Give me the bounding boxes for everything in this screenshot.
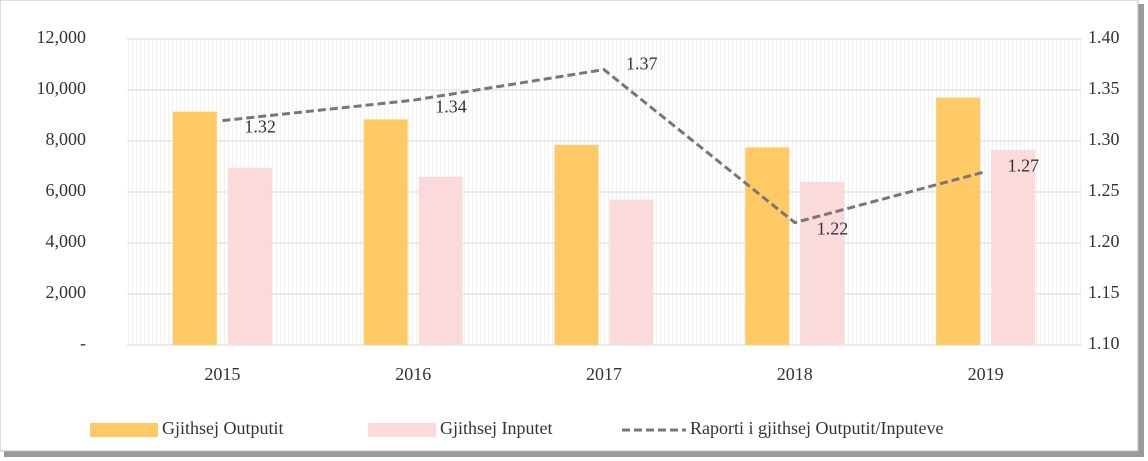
x-tick-label: 2017: [586, 364, 622, 384]
legend-label: Raporti i gjithsej Outputit/Inputeve: [690, 418, 943, 438]
x-tick-label: 2018: [777, 364, 813, 384]
y-tick-label: 2,000: [46, 282, 87, 302]
bar: [800, 181, 845, 345]
y2-tick-label: 1.40: [1088, 27, 1120, 47]
y2-tick-label: 1.35: [1088, 78, 1120, 98]
y-tick-label: 6,000: [46, 180, 87, 200]
bar: [554, 144, 599, 345]
legend-label: Gjithsej Outputit: [162, 418, 284, 438]
bar: [745, 147, 790, 345]
bar: [991, 149, 1036, 345]
y-tick-label: -: [80, 333, 86, 353]
data-label: 1.37: [626, 54, 658, 74]
x-tick-label: 2019: [968, 364, 1004, 384]
legend-swatch: [368, 423, 436, 437]
y-tick-label: 12,000: [37, 27, 87, 47]
y2-tick-label: 1.15: [1088, 282, 1120, 302]
y2-tick-label: 1.10: [1088, 333, 1120, 353]
y-tick-label: 8,000: [46, 129, 87, 149]
ratio-line: [222, 68, 986, 225]
y2-tick-label: 1.20: [1088, 231, 1120, 251]
y2-tick-label: 1.25: [1088, 180, 1120, 200]
bar: [172, 111, 217, 345]
data-label: 1.32: [244, 117, 276, 137]
data-label: 1.22: [817, 219, 849, 239]
bar: [227, 167, 272, 345]
y-tick-label: 10,000: [37, 78, 87, 98]
bar: [418, 176, 463, 345]
data-label: 1.34: [435, 96, 467, 116]
bar: [609, 199, 654, 345]
legend-label: Gjithsej Inputet: [440, 418, 552, 438]
y-tick-label: 4,000: [46, 231, 87, 251]
y2-tick-label: 1.30: [1088, 129, 1120, 149]
x-tick-label: 2016: [395, 364, 431, 384]
bar: [363, 119, 408, 345]
x-tick-label: 2015: [204, 364, 240, 384]
legend-swatch: [90, 423, 158, 437]
data-label: 1.27: [1008, 156, 1040, 176]
bar: [936, 97, 981, 346]
